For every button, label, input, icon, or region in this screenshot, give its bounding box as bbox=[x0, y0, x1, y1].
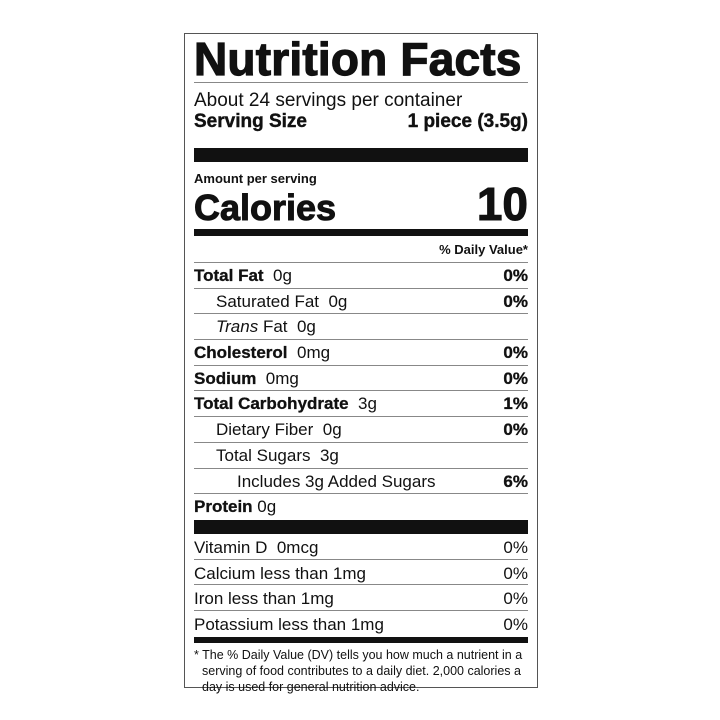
nutrient-dv: 0% bbox=[503, 420, 528, 440]
amount-per-serving: Amount per serving bbox=[194, 171, 317, 186]
servings-per-container: About 24 servings per container bbox=[194, 90, 463, 111]
nutrient-dv: 0% bbox=[503, 266, 528, 285]
nutrient-row-cholesterol: Cholesterol 0mg 0% bbox=[194, 340, 528, 366]
nutrient-amount: 0mg bbox=[265, 368, 299, 388]
divider-thick bbox=[194, 148, 528, 162]
nutrient-name: Trans bbox=[216, 317, 259, 337]
serving-size-label: Serving Size bbox=[194, 111, 307, 132]
nutrition-facts-label: Nutrition Facts About 24 servings per co… bbox=[184, 33, 538, 694]
vitamin-text: Calcium less than 1mg bbox=[194, 563, 366, 583]
nutrient-name: Total Fat bbox=[194, 266, 264, 285]
nutrient-row-dietary-fiber: Dietary Fiber 0g 0% bbox=[194, 417, 528, 443]
nutrient-amount: 0g bbox=[328, 291, 348, 311]
nutrient-name: Protein bbox=[194, 497, 253, 517]
nutrient-amount: 3g bbox=[358, 394, 377, 414]
calories-value: 10 bbox=[476, 178, 528, 230]
nutrient-amount: 0g bbox=[296, 317, 316, 337]
divider-medium bbox=[194, 229, 528, 236]
footnote: * The % Daily Value (DV) tells you how m… bbox=[194, 647, 523, 694]
nutrient-name: Includes 3g Added Sugars bbox=[237, 471, 436, 491]
calories-label: Calories bbox=[193, 187, 337, 228]
nutrient-name: Total Sugars bbox=[216, 445, 311, 465]
nutrient-row-trans-fat: Trans Fat 0g bbox=[194, 314, 528, 341]
vitamin-row-potassium: Potassium less than 1mg 0% bbox=[194, 611, 528, 637]
daily-value-header: % Daily Value* bbox=[194, 236, 528, 263]
vitamin-text: Potassium less than 1mg bbox=[194, 615, 384, 635]
nutrient-row-total-fat: Total Fat 0g 0% bbox=[194, 263, 528, 289]
nutrient-name: Sodium bbox=[194, 368, 257, 388]
vitamin-dv: 0% bbox=[503, 615, 528, 635]
nutrient-name: Saturated Fat bbox=[216, 291, 320, 311]
nutrient-amount: 0g bbox=[322, 420, 342, 440]
vitamin-dv: 0% bbox=[503, 589, 528, 609]
serving-size-value: 1 piece (3.5g) bbox=[407, 111, 528, 132]
label-title: Nutrition Facts bbox=[193, 35, 528, 83]
nutrient-name: Total Carbohydrate bbox=[194, 394, 349, 414]
serving-size: Serving Size 1 piece (3.5g) bbox=[194, 111, 528, 133]
vitamin-row-iron: Iron less than 1mg 0% bbox=[194, 585, 528, 612]
divider-thick bbox=[194, 519, 528, 534]
nutrient-dv: 0% bbox=[503, 343, 528, 363]
nutrient-amount: 0g bbox=[273, 266, 292, 285]
vitamin-row-vitamin-d: Vitamin D 0mcg 0% bbox=[194, 534, 528, 560]
vitamin-dv: 0% bbox=[503, 563, 528, 583]
nutrient-row-total-carbohydrate: Total Carbohydrate 3g 1% bbox=[194, 391, 528, 418]
nutrient-amount: 0mg bbox=[296, 343, 331, 363]
nutrient-row-sodium: Sodium 0mg 0% bbox=[194, 366, 528, 392]
nutrient-name: Cholesterol bbox=[194, 343, 288, 363]
nutrient-amount: 0g bbox=[257, 497, 277, 517]
vitamin-row-calcium: Calcium less than 1mg 0% bbox=[194, 560, 528, 586]
nutrient-dv: 6% bbox=[503, 471, 528, 491]
nutrient-dv: 0% bbox=[503, 368, 528, 388]
nutrient-dv: 1% bbox=[503, 394, 528, 414]
vitamin-text: Iron less than 1mg bbox=[194, 589, 334, 609]
nutrient-row-total-sugars: Total Sugars 3g bbox=[194, 443, 528, 469]
nutrient-name: Dietary Fiber bbox=[216, 420, 314, 440]
vitamin-dv: 0% bbox=[503, 537, 528, 557]
nutrient-row-saturated-fat: Saturated Fat 0g 0% bbox=[194, 289, 528, 315]
nutrient-name-suffix: Fat bbox=[262, 317, 288, 337]
nutrient-dv: 0% bbox=[503, 291, 528, 311]
nutrient-row-added-sugars: Includes 3g Added Sugars 6% bbox=[194, 469, 528, 495]
calories-row: Calories 10 bbox=[193, 181, 528, 228]
nutrient-amount: 3g bbox=[319, 445, 339, 465]
nutrient-row-protein: Protein 0g bbox=[194, 494, 528, 520]
vitamin-text: Vitamin D 0mcg bbox=[194, 537, 319, 557]
divider-medium bbox=[194, 636, 528, 643]
